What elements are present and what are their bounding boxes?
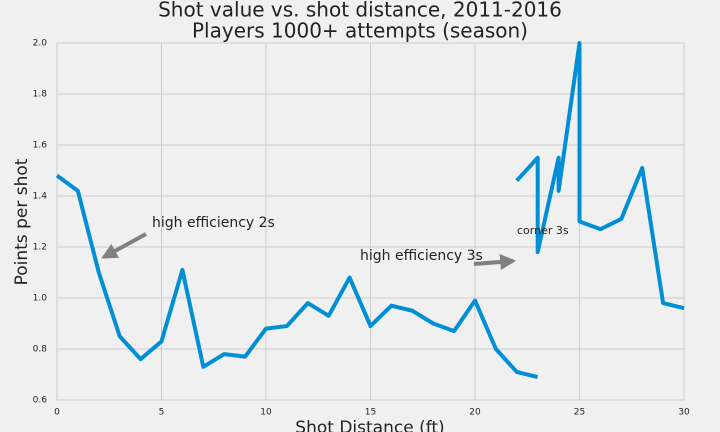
annotation: corner 3s: [517, 224, 569, 237]
y-tick-label: 0.6: [33, 396, 48, 406]
annotation: high efficiency 2s: [152, 215, 275, 231]
x-tick-label: 20: [469, 408, 481, 418]
x-tick-label: 5: [159, 408, 165, 418]
y-tick-label: 1.2: [33, 243, 47, 253]
y-tick-label: 2.0: [33, 39, 48, 49]
y-tick-label: 1.0: [33, 294, 48, 304]
x-tick-label: 25: [574, 408, 585, 418]
x-tick-label: 0: [54, 408, 60, 418]
y-tick-label: 1.6: [33, 141, 48, 151]
x-tick-label: 30: [678, 408, 690, 418]
chart-title: Shot value vs. shot distance, 2011-2016: [158, 0, 562, 22]
y-tick-label: 1.4: [33, 192, 48, 202]
annotation-arrow: [101, 232, 147, 259]
annotation: high efficiency 3s: [360, 248, 483, 264]
x-tick-label: 15: [365, 408, 376, 418]
y-tick-label: 1.8: [33, 90, 48, 100]
chart-subtitle: Players 1000+ attempts (season): [192, 19, 528, 43]
annotation-arrow: [473, 254, 517, 270]
y-axis-label: Points per shot: [12, 158, 32, 285]
y-tick-label: 0.8: [33, 345, 48, 355]
x-tick-label: 10: [260, 408, 272, 418]
x-axis-label: Shot Distance (ft): [295, 418, 444, 432]
data-line: [55, 41, 685, 379]
